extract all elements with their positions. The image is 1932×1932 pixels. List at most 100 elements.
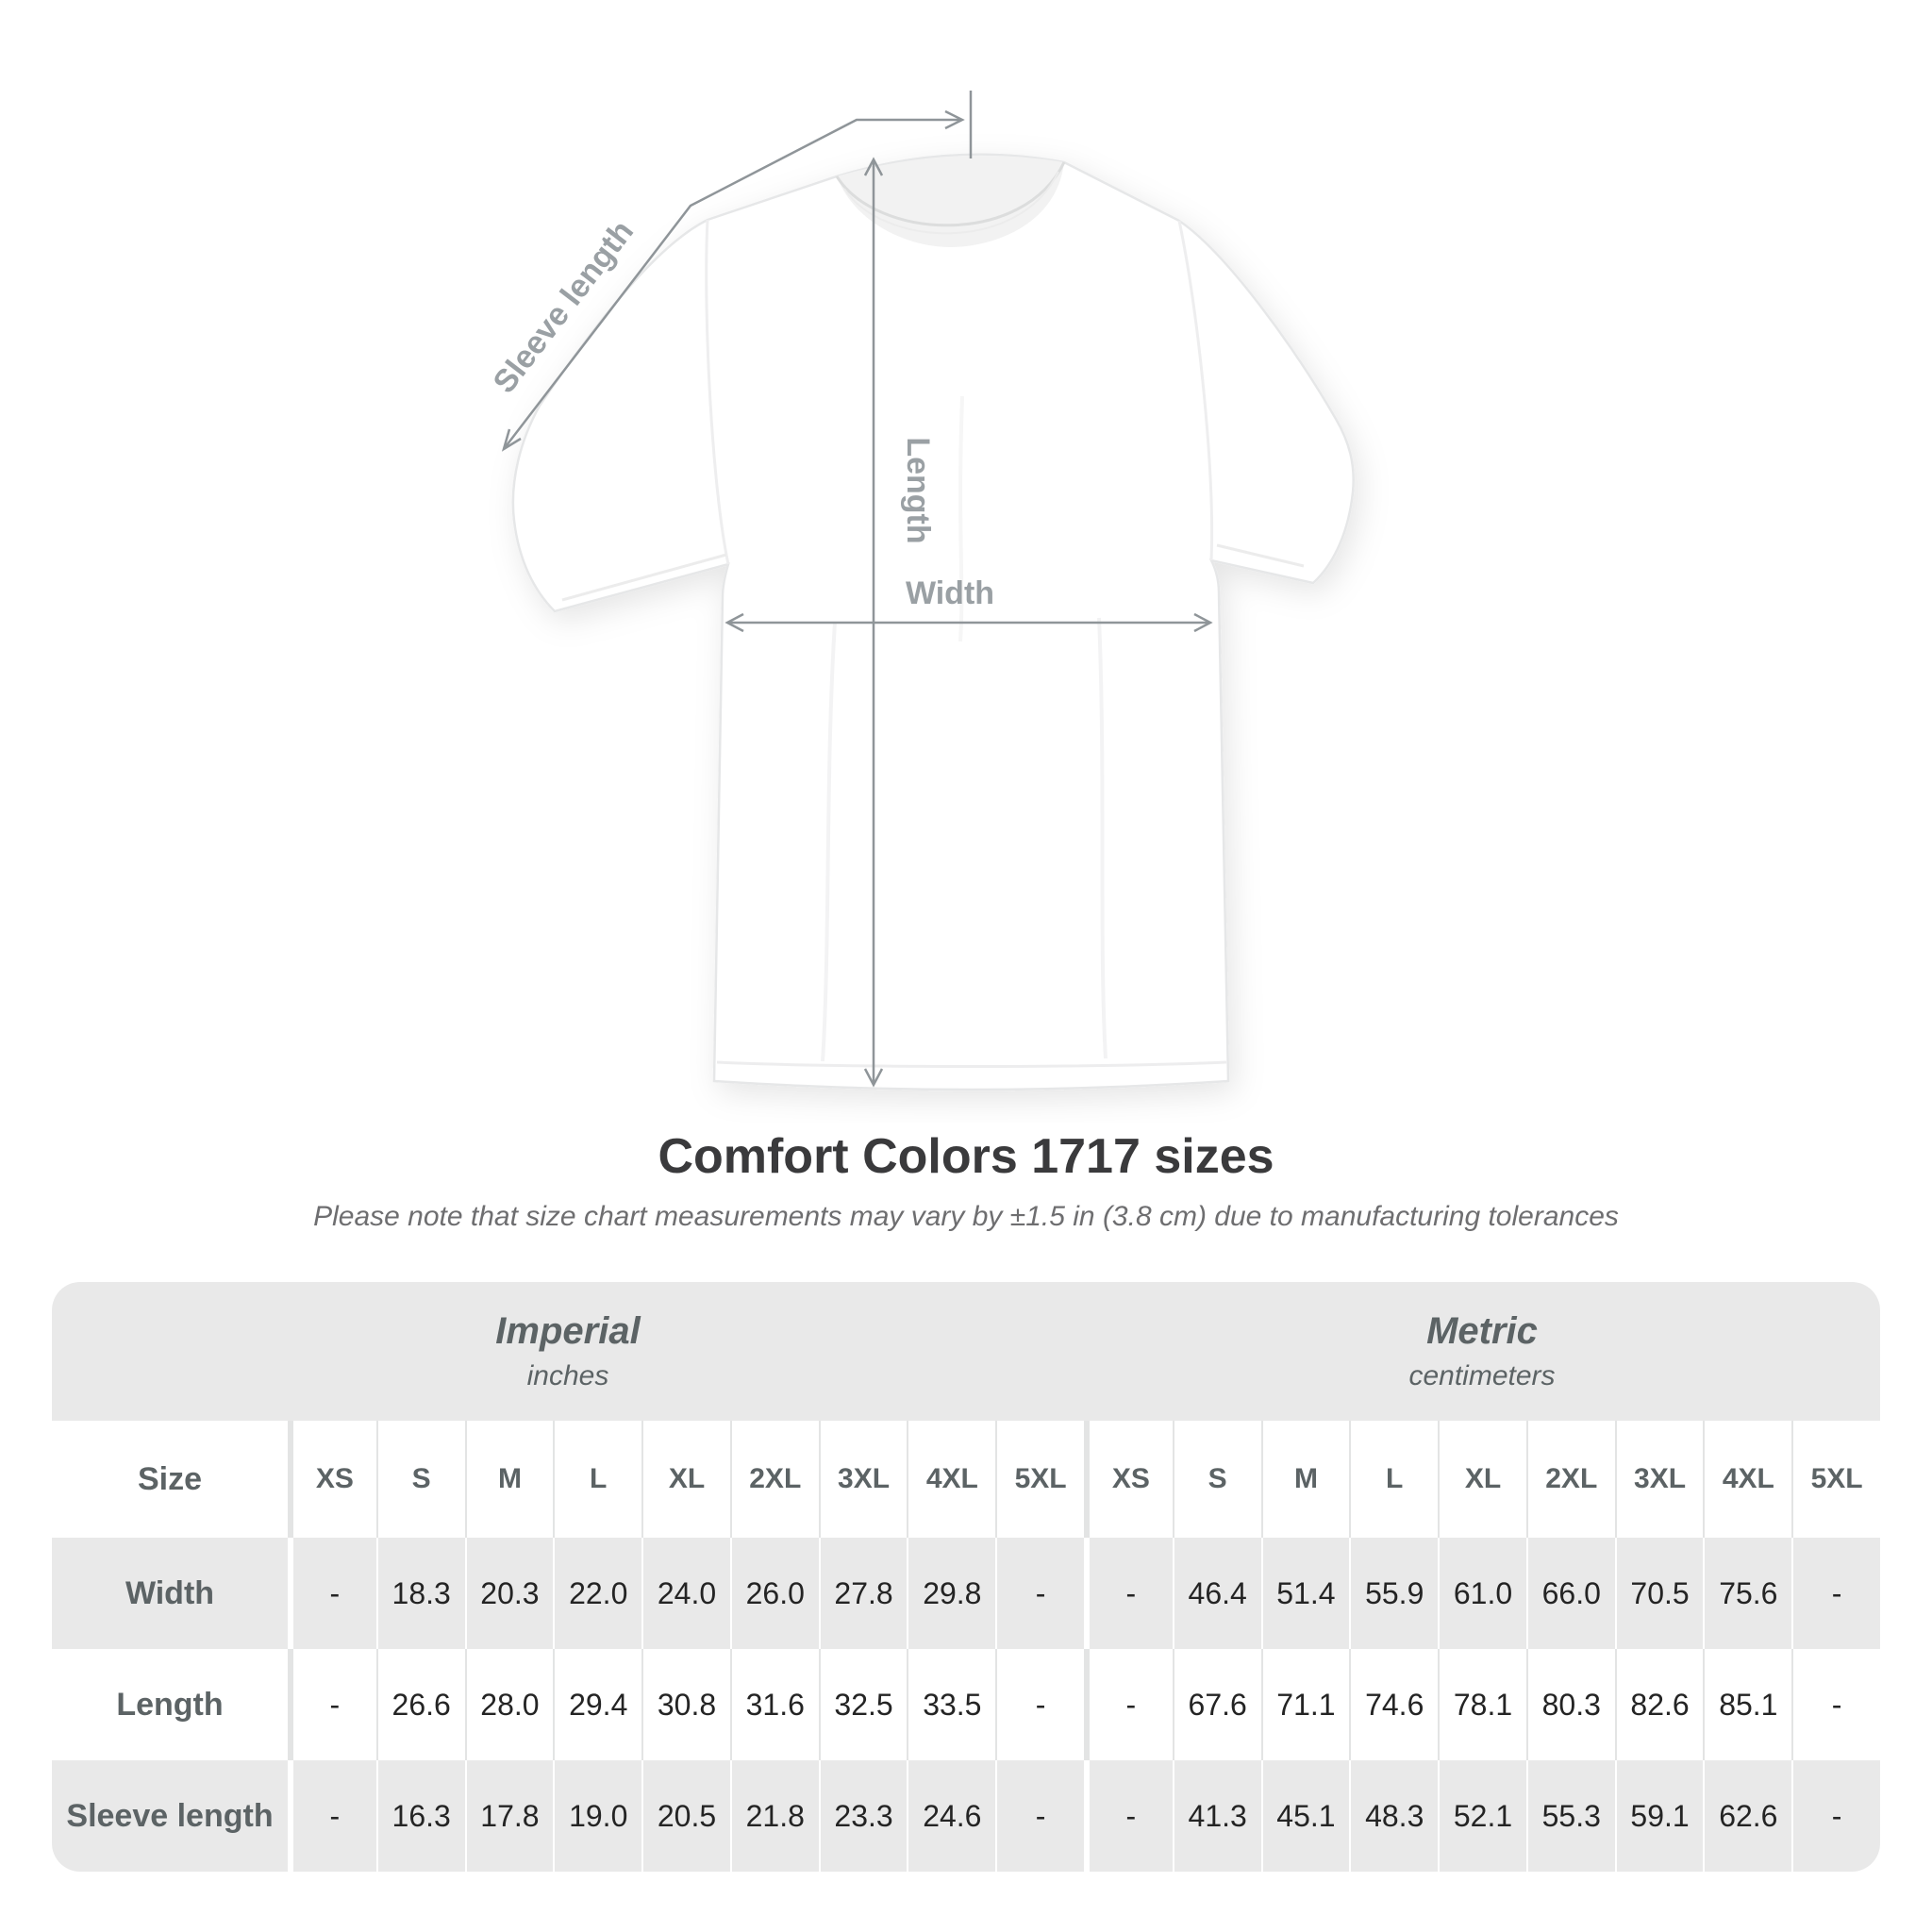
- tshirt-collar-outer-seam: [835, 161, 1066, 227]
- cell-sleeve-length-imperial-s: 16.3: [375, 1760, 465, 1873]
- size-table-grid: Imperial inches Metric centimeters Size X…: [52, 1282, 1880, 1873]
- cell-length-metric-xs: -: [1084, 1649, 1173, 1761]
- cell-width-imperial-xs: -: [288, 1538, 376, 1650]
- size-col-imperial-2xl: 2XL: [729, 1421, 819, 1539]
- cell-sleeve-length-metric-2xl: 55.3: [1525, 1760, 1615, 1873]
- size-col-imperial-4xl: 4XL: [907, 1421, 996, 1539]
- cell-length-imperial-l: 29.4: [553, 1649, 642, 1761]
- cell-sleeve-length-metric-l: 48.3: [1349, 1760, 1439, 1873]
- imperial-title: Imperial: [495, 1310, 641, 1353]
- tshirt-right-sleeve-hem: [1216, 543, 1305, 568]
- metric-section-header: Metric centimeters: [1084, 1282, 1880, 1422]
- tshirt-fold: [821, 622, 837, 1062]
- length-arrowhead-top: [863, 157, 884, 176]
- cell-length-metric-l: 74.6: [1349, 1649, 1439, 1761]
- size-col-imperial-xl: XL: [641, 1421, 730, 1539]
- cell-length-imperial-5xl: -: [995, 1649, 1084, 1761]
- cell-sleeve-length-imperial-2xl: 21.8: [729, 1760, 819, 1873]
- cell-sleeve-length-metric-s: 41.3: [1172, 1760, 1261, 1873]
- cell-length-metric-s: 67.6: [1172, 1649, 1261, 1761]
- cell-width-metric-2xl: 66.0: [1525, 1538, 1615, 1650]
- sleeve-arrowhead-right: [944, 109, 965, 130]
- row-label: Length: [52, 1649, 288, 1761]
- cell-length-imperial-s: 26.6: [375, 1649, 465, 1761]
- cell-width-imperial-xl: 24.0: [641, 1538, 730, 1650]
- cell-sleeve-length-imperial-5xl: -: [995, 1760, 1084, 1873]
- cell-width-metric-xl: 61.0: [1438, 1538, 1526, 1650]
- metric-title: Metric: [1426, 1310, 1538, 1353]
- size-col-imperial-s: S: [375, 1421, 465, 1539]
- cell-width-imperial-5xl: -: [995, 1538, 1084, 1650]
- cell-sleeve-length-metric-xl: 52.1: [1438, 1760, 1526, 1873]
- cell-width-imperial-s: 18.3: [375, 1538, 465, 1650]
- cell-length-imperial-xs: -: [288, 1649, 376, 1761]
- cell-sleeve-length-imperial-xl: 20.5: [641, 1760, 730, 1873]
- cell-width-metric-m: 51.4: [1260, 1538, 1350, 1650]
- cell-width-imperial-3xl: 27.8: [818, 1538, 908, 1650]
- cell-sleeve-length-metric-4xl: 62.6: [1703, 1760, 1792, 1873]
- cell-width-metric-3xl: 70.5: [1614, 1538, 1704, 1650]
- cell-sleeve-length-metric-m: 45.1: [1260, 1760, 1350, 1873]
- cell-sleeve-length-imperial-3xl: 23.3: [818, 1760, 908, 1873]
- size-col-metric-l: L: [1349, 1421, 1439, 1539]
- cell-length-metric-2xl: 80.3: [1525, 1649, 1615, 1761]
- tshirt-bottom-hem: [716, 1060, 1227, 1068]
- cell-width-imperial-l: 22.0: [553, 1538, 642, 1650]
- tshirt-fold: [1097, 617, 1108, 1059]
- size-col-metric-4xl: 4XL: [1703, 1421, 1792, 1539]
- cell-width-metric-5xl: -: [1791, 1538, 1880, 1650]
- cell-length-imperial-xl: 30.8: [641, 1649, 730, 1761]
- length-label: Length: [900, 437, 936, 543]
- metric-unit: centimeters: [1408, 1360, 1556, 1392]
- cell-width-imperial-m: 20.3: [464, 1538, 554, 1650]
- cell-width-metric-l: 55.9: [1349, 1538, 1439, 1650]
- width-arrowhead-right: [1193, 612, 1213, 633]
- cell-sleeve-length-metric-5xl: -: [1791, 1760, 1880, 1873]
- tshirt-measurement-diagram: Sleeve length Length Width: [486, 91, 1355, 1091]
- cell-width-metric-4xl: 75.6: [1703, 1538, 1792, 1650]
- cell-sleeve-length-imperial-xs: -: [288, 1760, 376, 1873]
- page-title: Comfort Colors 1717 sizes: [658, 1129, 1274, 1184]
- cell-width-metric-xs: -: [1084, 1538, 1173, 1650]
- width-arrowhead-left: [724, 612, 744, 633]
- size-col-metric-xl: XL: [1438, 1421, 1526, 1539]
- tolerance-note: Please note that size chart measurements…: [313, 1201, 1619, 1233]
- tshirt-left-sleeve-hem: [561, 553, 727, 602]
- cell-sleeve-length-metric-3xl: 59.1: [1614, 1760, 1704, 1873]
- size-col-metric-3xl: 3XL: [1614, 1421, 1704, 1539]
- size-column-header: Size: [52, 1421, 288, 1539]
- cell-length-metric-m: 71.1: [1260, 1649, 1350, 1761]
- size-col-metric-xs: XS: [1084, 1421, 1173, 1539]
- row-label: Sleeve length: [52, 1760, 288, 1873]
- size-col-imperial-l: L: [553, 1421, 642, 1539]
- tshirt-left-armhole-seam: [705, 219, 730, 565]
- sleeve-dimension-line: [503, 118, 960, 450]
- length-arrowhead-bottom: [863, 1068, 884, 1088]
- tshirt-right-armhole-seam: [1177, 220, 1214, 561]
- size-chart-table: Imperial inches Metric centimeters Size X…: [52, 1282, 1880, 1873]
- row-label: Width: [52, 1538, 288, 1650]
- tshirt-collar-stitch: [843, 171, 1059, 235]
- heading-block: Comfort Colors 1717 sizes Please note th…: [0, 1129, 1932, 1233]
- sleeve-arrowhead-end: [501, 428, 522, 452]
- cell-sleeve-length-imperial-l: 19.0: [553, 1760, 642, 1873]
- size-col-imperial-3xl: 3XL: [818, 1421, 908, 1539]
- cell-sleeve-length-metric-xs: -: [1084, 1760, 1173, 1873]
- cell-length-metric-3xl: 82.6: [1614, 1649, 1704, 1761]
- cell-sleeve-length-imperial-m: 17.8: [464, 1760, 554, 1873]
- size-col-metric-m: M: [1260, 1421, 1350, 1539]
- size-col-imperial-5xl: 5XL: [995, 1421, 1084, 1539]
- tshirt-fold: [958, 395, 964, 642]
- size-col-metric-s: S: [1172, 1421, 1261, 1539]
- cell-width-imperial-4xl: 29.8: [907, 1538, 996, 1650]
- cell-length-metric-4xl: 85.1: [1703, 1649, 1792, 1761]
- imperial-section-header: Imperial inches: [52, 1282, 1084, 1422]
- width-label: Width: [906, 575, 994, 611]
- cell-sleeve-length-imperial-4xl: 24.6: [907, 1760, 996, 1873]
- size-col-metric-5xl: 5XL: [1791, 1421, 1880, 1539]
- cell-width-imperial-2xl: 26.0: [729, 1538, 819, 1650]
- cell-length-imperial-3xl: 32.5: [818, 1649, 908, 1761]
- size-col-imperial-xs: XS: [288, 1421, 376, 1539]
- cell-width-metric-s: 46.4: [1172, 1538, 1261, 1650]
